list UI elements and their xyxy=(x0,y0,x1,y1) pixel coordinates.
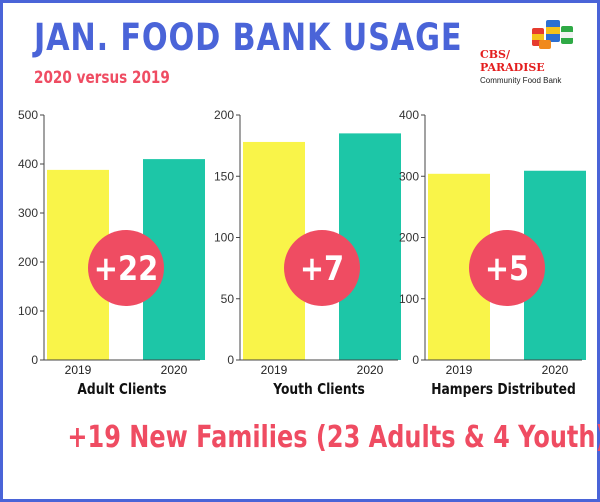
category-label: 2019 xyxy=(65,363,92,377)
y-tick-label: 0 xyxy=(227,353,234,367)
y-tick-label: 400 xyxy=(399,108,419,122)
chart-title: Hampers Distributed xyxy=(431,381,576,398)
food-bank-logo: CBS/ PARADISE Community Food Bank xyxy=(480,16,580,96)
y-tick-label: 300 xyxy=(399,169,419,183)
category-label: 2019 xyxy=(261,363,288,377)
difference-badge xyxy=(88,230,164,306)
difference-badge xyxy=(284,230,360,306)
difference-badge xyxy=(469,230,545,306)
difference-badge-label: +7 xyxy=(300,250,344,289)
chart-title: Adult Clients xyxy=(77,381,166,398)
difference-badge-label: +5 xyxy=(485,250,529,289)
category-label: 2020 xyxy=(542,363,569,377)
logo-tagline: Community Food Bank xyxy=(480,76,562,85)
y-tick-label: 400 xyxy=(18,157,38,171)
category-label: 2020 xyxy=(357,363,384,377)
y-tick-label: 100 xyxy=(214,231,234,245)
y-tick-label: 200 xyxy=(18,255,38,269)
y-tick-label: 50 xyxy=(221,292,235,306)
difference-badge-label: +22 xyxy=(94,250,158,289)
page-title: JAN. FOOD BANK USAGE xyxy=(34,16,463,59)
y-tick-label: 500 xyxy=(18,108,38,122)
new-families-caption: +19 New Families (23 Adults & 4 Youth) xyxy=(0,420,600,455)
chart-title: Youth Clients xyxy=(272,381,364,398)
y-tick-label: 200 xyxy=(399,231,419,245)
logo-name: CBS/ PARADISE xyxy=(480,48,545,74)
y-tick-label: 200 xyxy=(214,108,234,122)
page-subtitle: 2020 versus 2019 xyxy=(34,68,170,88)
new-families-text: +19 New Families (23 Adults & 4 Youth) xyxy=(67,420,600,455)
category-label: 2019 xyxy=(446,363,473,377)
y-tick-label: 300 xyxy=(18,206,38,220)
y-tick-label: 100 xyxy=(18,304,38,318)
y-tick-label: 150 xyxy=(214,169,234,183)
food-cans-icon xyxy=(532,20,573,49)
category-label: 2020 xyxy=(161,363,188,377)
y-tick-label: 100 xyxy=(399,292,419,306)
y-tick-label: 0 xyxy=(412,353,419,367)
y-tick-label: 0 xyxy=(31,353,38,367)
